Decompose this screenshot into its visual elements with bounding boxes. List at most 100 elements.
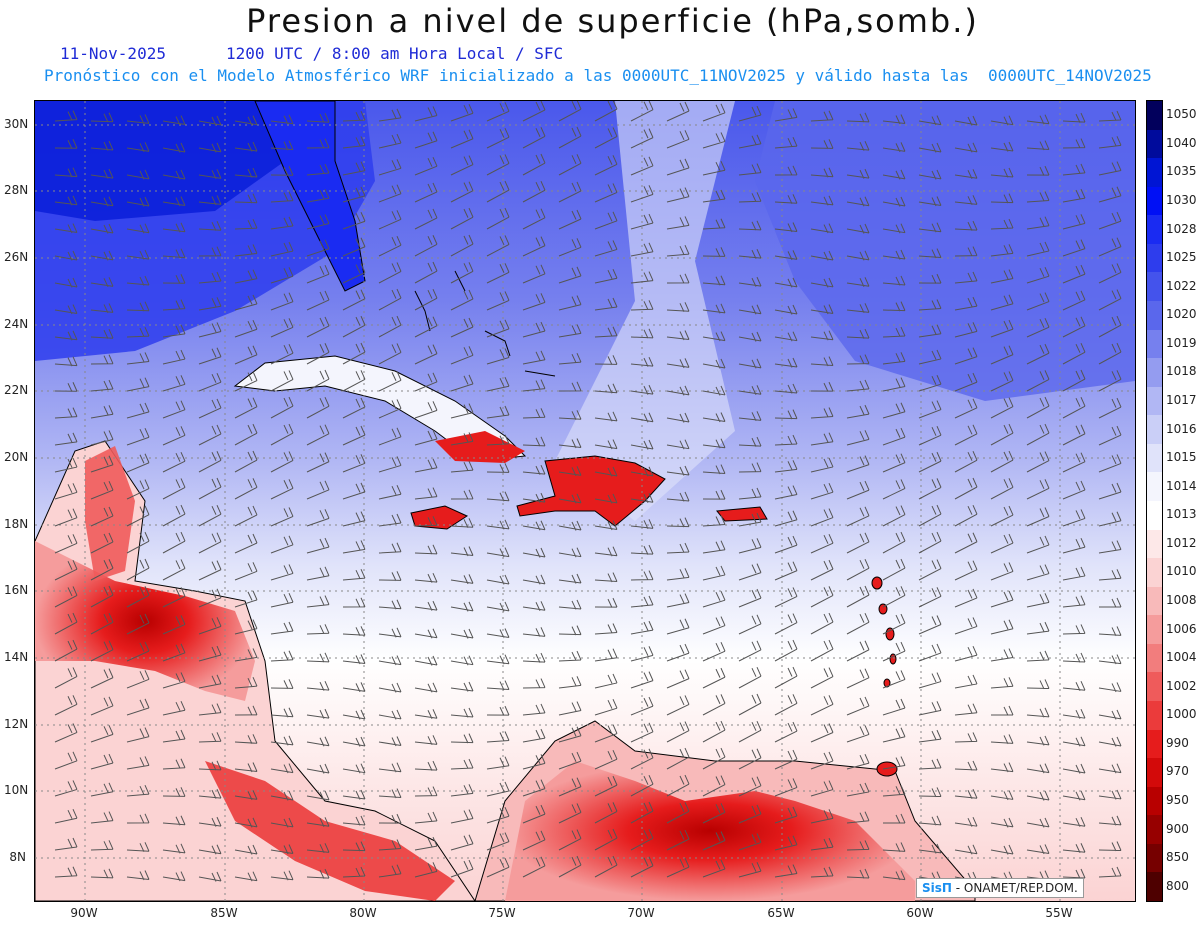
wind-barb xyxy=(1098,211,1122,230)
wind-barb xyxy=(90,405,114,419)
wind-barb xyxy=(558,154,582,176)
wind-barb xyxy=(738,411,762,422)
wind-barb xyxy=(198,560,222,581)
wind-barb xyxy=(666,216,690,230)
wind-barb xyxy=(198,674,222,689)
wind-barb xyxy=(630,128,654,149)
wind-barb xyxy=(990,218,1014,230)
wind-barb xyxy=(198,115,222,126)
wind-barb xyxy=(522,678,546,689)
wind-barb xyxy=(90,753,114,770)
wind-barb xyxy=(198,451,222,473)
wind-barb xyxy=(1026,140,1050,151)
wind-barb xyxy=(1062,681,1086,691)
wind-barb xyxy=(306,736,330,747)
wind-barb xyxy=(918,324,942,338)
wind-barb xyxy=(774,383,798,394)
wind-barb xyxy=(1098,654,1122,665)
wind-barb xyxy=(486,463,510,474)
wind-barb xyxy=(954,617,978,635)
wind-barb xyxy=(54,407,78,419)
wind-barb xyxy=(90,782,114,797)
wind-barb xyxy=(378,813,402,824)
wind-barb xyxy=(846,480,870,500)
wind-barb xyxy=(450,784,474,797)
colorbar-level-label: 950 xyxy=(1166,793,1189,807)
wind-barb xyxy=(702,464,726,475)
wind-barb xyxy=(54,808,78,824)
wind-barb xyxy=(486,680,510,691)
wind-barb xyxy=(414,516,438,527)
colorbar-level-label: 990 xyxy=(1166,735,1189,750)
wind-barb xyxy=(810,586,834,608)
wind-barb xyxy=(666,774,690,797)
wind-barb xyxy=(378,456,402,473)
wind-barb xyxy=(198,788,222,799)
wind-barb xyxy=(342,789,366,800)
wind-barb xyxy=(882,558,906,581)
wind-barb xyxy=(234,423,258,446)
wind-barb xyxy=(918,615,942,635)
wind-barb xyxy=(234,371,258,392)
wind-barb xyxy=(486,547,510,558)
wind-barb xyxy=(198,760,222,771)
wind-barb xyxy=(954,560,978,581)
wind-barb xyxy=(1098,186,1122,203)
wind-barb xyxy=(450,546,474,557)
wind-barb xyxy=(450,460,474,473)
wind-barb xyxy=(270,790,294,801)
colorbar-level-label: 1012 xyxy=(1166,535,1197,550)
wind-barb xyxy=(234,269,258,284)
wind-barb xyxy=(1062,790,1086,801)
wind-barb xyxy=(882,479,906,500)
wind-barb xyxy=(594,211,618,230)
wind-barb xyxy=(90,140,114,151)
wind-barb xyxy=(162,559,186,581)
colorbar-segment xyxy=(1147,358,1162,388)
wind-barb xyxy=(810,277,834,288)
wind-barb xyxy=(666,130,690,149)
wind-barb xyxy=(738,512,762,527)
colorbar-level-label: 800 xyxy=(1166,878,1189,893)
wind-barb xyxy=(450,432,474,446)
wind-barb xyxy=(594,520,618,531)
wind-barb xyxy=(450,289,474,311)
wind-barb xyxy=(450,601,474,612)
wind-barb xyxy=(1026,318,1050,338)
wind-barb xyxy=(738,220,762,231)
wind-barb xyxy=(738,248,762,259)
high-pressure-northeast xyxy=(755,101,1135,401)
wind-barb xyxy=(666,829,690,851)
wind-barb xyxy=(774,561,798,581)
wind-barb xyxy=(882,785,906,797)
wind-barb xyxy=(1098,682,1122,693)
wind-barb xyxy=(1098,626,1122,637)
wind-barb xyxy=(414,458,438,473)
wind-barb xyxy=(810,223,834,234)
wind-barb xyxy=(414,131,438,149)
wind-barb xyxy=(558,352,582,365)
wind-barb xyxy=(774,666,798,689)
wind-barb xyxy=(90,868,114,879)
wind-barb xyxy=(738,588,762,608)
wind-barb xyxy=(882,453,906,473)
wind-barb xyxy=(990,619,1014,635)
colorbar-level-label: 850 xyxy=(1166,850,1189,865)
wind-barb xyxy=(630,412,654,423)
wind-barb xyxy=(378,159,402,176)
wind-barb xyxy=(990,648,1014,662)
wind-barb xyxy=(234,790,258,801)
wind-barb xyxy=(126,249,150,260)
wind-barb xyxy=(486,180,510,203)
wind-barb xyxy=(666,568,690,581)
wind-barb xyxy=(414,288,438,311)
wind-barb xyxy=(54,723,78,743)
wind-barb xyxy=(90,585,114,608)
wind-barb xyxy=(54,483,78,500)
wind-barb xyxy=(810,534,834,554)
wind-barb xyxy=(630,775,654,797)
wind-barb xyxy=(54,780,78,797)
wind-barbs xyxy=(54,101,1122,882)
wind-barb xyxy=(594,101,618,122)
wind-barb xyxy=(414,344,438,365)
